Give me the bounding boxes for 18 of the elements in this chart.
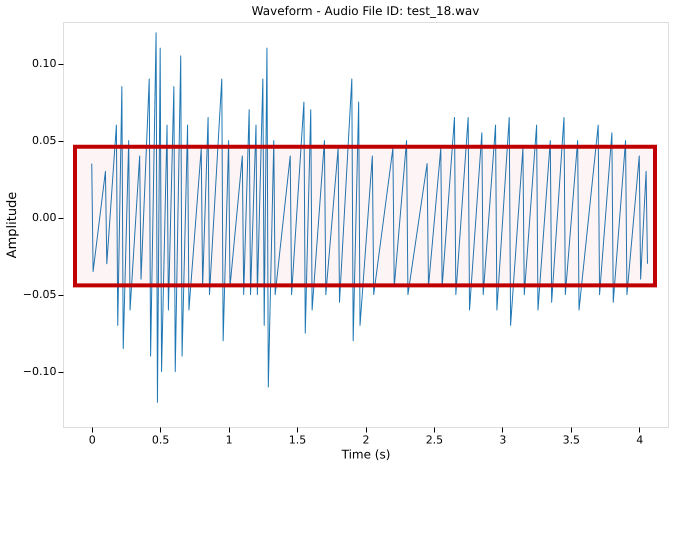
y-tick-label: −0.05 <box>22 288 56 302</box>
x-tick-label: 3.5 <box>562 434 580 446</box>
x-tick-label: 2.5 <box>426 434 444 446</box>
y-tick-label: 0.00 <box>32 211 56 224</box>
x-tick-label: 4 <box>636 434 644 446</box>
x-tick-label: 0.5 <box>152 434 170 446</box>
y-tick-label: −0.10 <box>22 365 56 378</box>
x-axis-title: Time (s) <box>340 448 390 462</box>
chart-title: Waveform - Audio File ID: test_18.wav <box>252 4 480 18</box>
x-tick-label: 1.5 <box>288 434 306 446</box>
y-tick-label: 0.05 <box>32 134 56 148</box>
x-tick-label: 1 <box>226 434 233 446</box>
line-series <box>91 32 648 403</box>
x-tick-label: 0 <box>88 434 96 446</box>
x-tick-label: 2 <box>362 434 370 446</box>
y-tick-label: 0.10 <box>32 57 56 70</box>
x-tick-label: 3 <box>499 434 506 446</box>
y-axis-title: Amplitude <box>4 192 20 258</box>
